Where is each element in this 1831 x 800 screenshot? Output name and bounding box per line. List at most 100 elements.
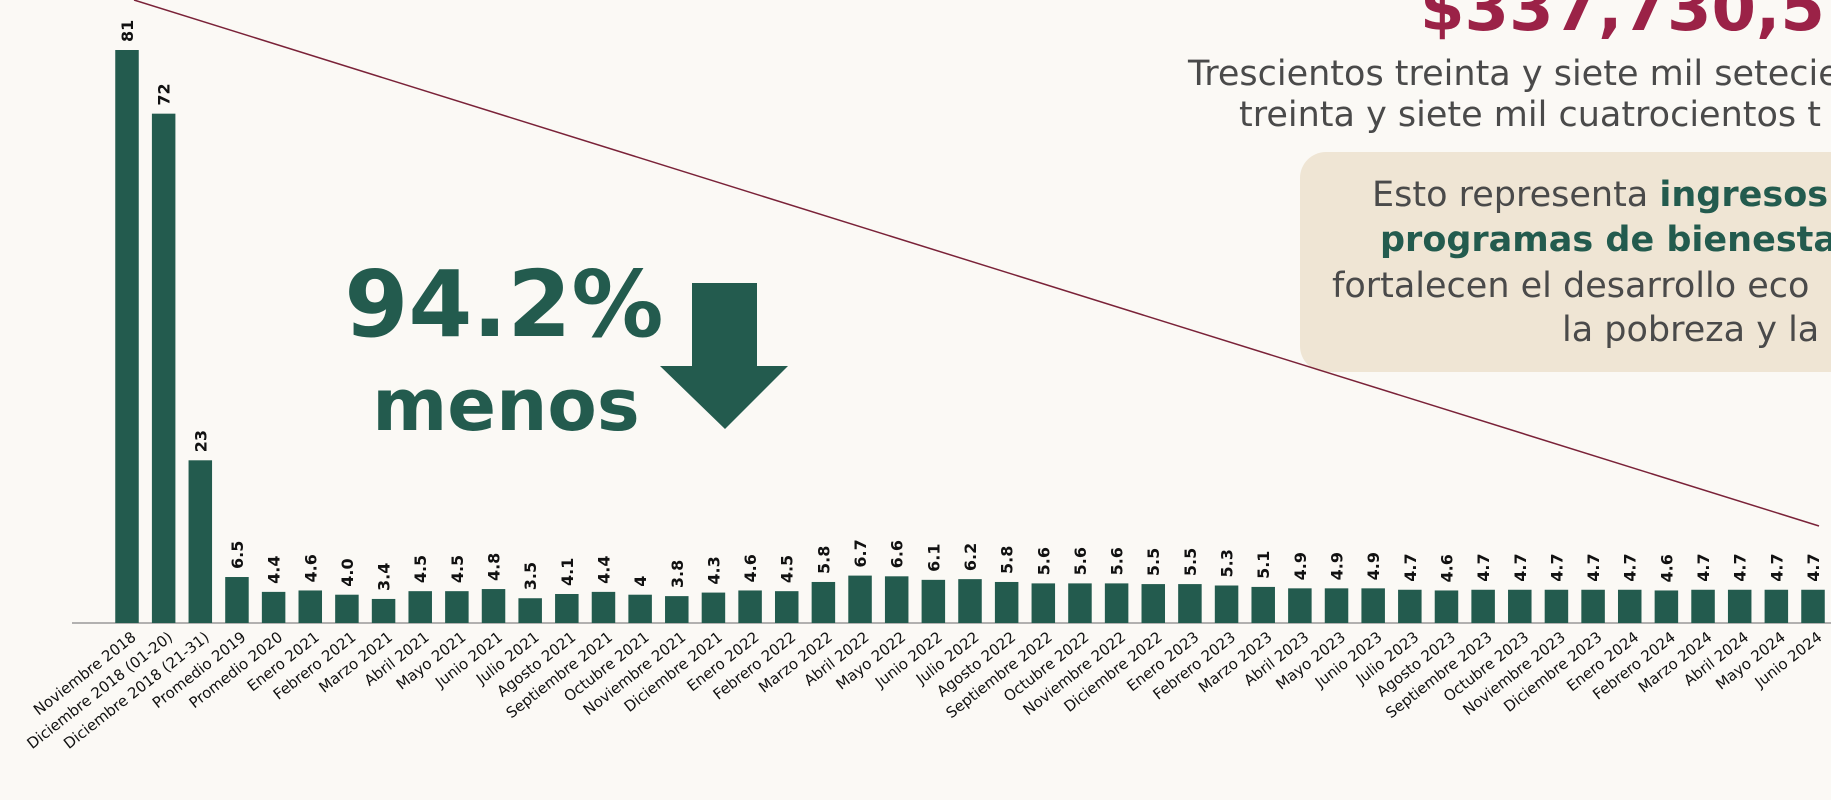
down-arrow bbox=[660, 283, 788, 429]
value-label: 5.3 bbox=[1218, 549, 1237, 577]
bar bbox=[1581, 589, 1605, 623]
bar bbox=[1544, 589, 1569, 623]
bar bbox=[1324, 588, 1349, 623]
value-label: 6.5 bbox=[228, 541, 247, 569]
bar bbox=[665, 596, 689, 623]
bar bbox=[151, 113, 176, 624]
value-label: 4.9 bbox=[1364, 552, 1383, 580]
bar bbox=[1654, 590, 1679, 623]
value-label: 4.7 bbox=[1694, 553, 1713, 581]
value-label: 4.7 bbox=[1731, 553, 1750, 581]
bar bbox=[958, 579, 982, 623]
bar bbox=[884, 576, 909, 623]
value-label: 4.7 bbox=[1584, 553, 1603, 581]
bar bbox=[848, 575, 872, 623]
value-label: 4.9 bbox=[1291, 552, 1310, 580]
value-label: 4.5 bbox=[411, 555, 430, 583]
bar bbox=[1801, 589, 1825, 623]
value-label: 4.7 bbox=[1511, 553, 1530, 581]
value-label: 6.7 bbox=[851, 539, 870, 567]
value-label: 81 bbox=[118, 20, 137, 42]
bar bbox=[1104, 583, 1129, 623]
bar bbox=[921, 579, 946, 623]
bar bbox=[1031, 583, 1056, 623]
annotation-word: menos bbox=[372, 363, 639, 447]
value-label: 4.1 bbox=[558, 558, 577, 586]
value-label: 4.5 bbox=[778, 555, 797, 583]
bar bbox=[188, 460, 213, 623]
bar bbox=[1471, 589, 1495, 623]
bar bbox=[1214, 585, 1239, 623]
value-label: 4.7 bbox=[1547, 553, 1566, 581]
x-tick-label: Diciembre 2018 (21-31) bbox=[60, 628, 213, 753]
bar bbox=[1691, 589, 1715, 623]
bar bbox=[518, 598, 542, 623]
note-line: Esto representa ingresos bbox=[1372, 175, 1828, 215]
x-tick-label: Diciembre 2018 (01-20) bbox=[24, 628, 177, 753]
value-label: 4.6 bbox=[1437, 554, 1456, 582]
note-line: la pobreza y la bbox=[1562, 310, 1819, 350]
bar bbox=[1068, 583, 1092, 623]
value-label: 6.1 bbox=[924, 544, 943, 572]
bar bbox=[481, 589, 506, 623]
value-label: 23 bbox=[191, 430, 210, 452]
value-label: 4.4 bbox=[265, 556, 284, 584]
bar bbox=[261, 591, 286, 623]
value-label: 4.9 bbox=[1328, 552, 1347, 580]
value-label: 5.5 bbox=[1181, 548, 1200, 576]
value-label: 4.7 bbox=[1474, 553, 1493, 581]
bar bbox=[811, 581, 836, 623]
value-label: 5.1 bbox=[1254, 551, 1273, 579]
value-label: 5.6 bbox=[1034, 547, 1053, 575]
bar bbox=[1251, 586, 1275, 623]
value-label: 3.8 bbox=[668, 560, 687, 588]
annotation-percent: 94.2% bbox=[344, 251, 663, 358]
value-label: 4 bbox=[631, 576, 650, 587]
note-line: programas de bienesta bbox=[1380, 220, 1831, 260]
value-label: 4.7 bbox=[1621, 553, 1640, 581]
bar bbox=[298, 590, 323, 623]
bar bbox=[1764, 589, 1789, 623]
bar bbox=[1178, 584, 1202, 623]
value-label: 72 bbox=[155, 83, 174, 105]
value-label: 4.6 bbox=[1657, 554, 1676, 582]
value-label: 5.5 bbox=[1144, 548, 1163, 576]
title: $337,730,5 bbox=[1420, 0, 1825, 46]
value-label: 4.0 bbox=[338, 558, 357, 586]
note-bold: ingresos bbox=[1659, 175, 1828, 215]
bar bbox=[738, 590, 762, 623]
value-label: 4.5 bbox=[448, 555, 467, 583]
bar bbox=[994, 581, 1019, 623]
value-label: 4.3 bbox=[704, 556, 723, 584]
bar bbox=[701, 592, 726, 623]
value-label: 4.7 bbox=[1767, 553, 1786, 581]
bar bbox=[628, 594, 652, 623]
bar bbox=[445, 591, 469, 623]
value-label: 5.6 bbox=[1071, 547, 1090, 575]
bar bbox=[774, 591, 799, 623]
value-label: 6.2 bbox=[961, 543, 980, 571]
value-label: 4.7 bbox=[1401, 553, 1420, 581]
value-label: 5.6 bbox=[1108, 547, 1127, 575]
bar bbox=[1617, 589, 1642, 623]
bar bbox=[335, 594, 359, 623]
note-text: Esto representa bbox=[1372, 175, 1659, 215]
trend-line bbox=[133, 0, 1820, 527]
value-label: 3.5 bbox=[521, 562, 540, 590]
bar bbox=[1727, 589, 1752, 623]
value-label: 4.4 bbox=[594, 556, 613, 584]
bar bbox=[1434, 590, 1459, 623]
value-label: 5.8 bbox=[814, 546, 833, 574]
value-label: 4.6 bbox=[741, 554, 760, 582]
value-label: 4.6 bbox=[301, 554, 320, 582]
bar bbox=[1288, 588, 1312, 623]
value-label: 4.7 bbox=[1804, 553, 1823, 581]
subtitle: Trescientos treinta y siete mil setecie bbox=[1187, 54, 1831, 94]
bar bbox=[555, 593, 579, 623]
value-label: 4.8 bbox=[485, 553, 504, 581]
bar bbox=[1361, 588, 1385, 623]
bar bbox=[371, 598, 396, 623]
